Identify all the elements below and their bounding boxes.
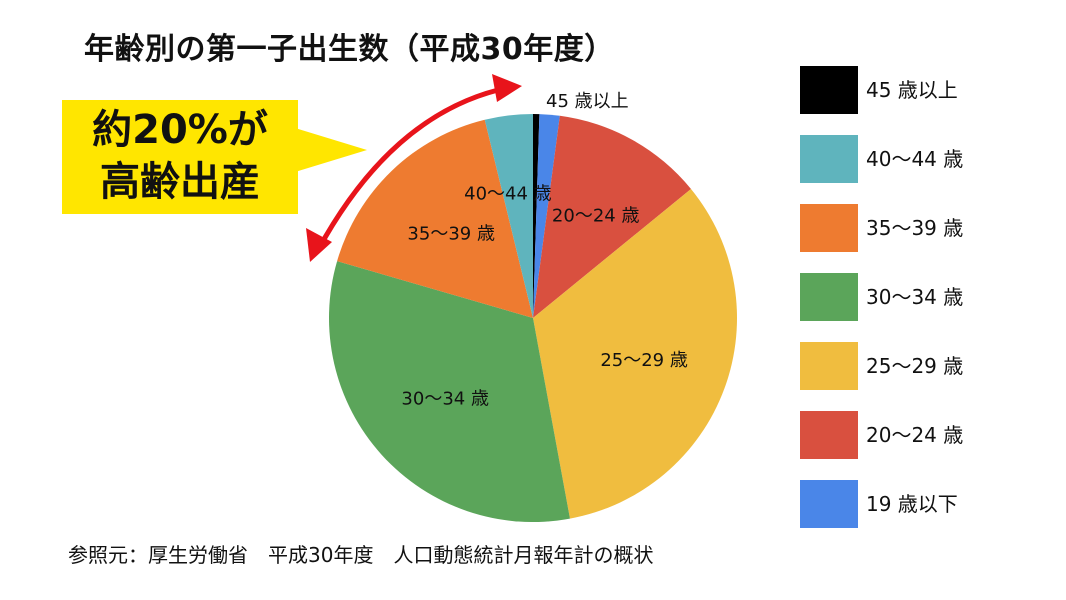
callout-box (62, 100, 298, 214)
pie-label-25-29: 25～29 歳 (600, 350, 688, 371)
callout-line-2: 高齢出産 (100, 159, 260, 205)
callout-text: 約20%が 高齢出産 (62, 104, 298, 208)
legend-label: 45 歳以上 (866, 78, 958, 102)
legend-label: 35～39 歳 (866, 216, 964, 240)
legend-item-20-24: 20～24 歳 (800, 411, 1050, 459)
legend-item-35-39: 35～39 歳 (800, 204, 1050, 252)
pie-label-20-24: 20～24 歳 (552, 206, 640, 227)
pie-slice-25-29 (533, 188, 737, 519)
chart-title: 年齢別の第一子出生数（平成30年度） (84, 32, 615, 67)
legend-swatch (800, 273, 858, 321)
legend-item-40-44: 40～44 歳 (800, 135, 1050, 183)
legend-label: 40～44 歳 (866, 147, 964, 171)
callout-line-1: 約20%が (92, 107, 268, 153)
legend-swatch (800, 480, 858, 528)
pie-slice-35-39 (337, 119, 533, 318)
callout-pointer (295, 128, 367, 172)
legend-swatch (800, 411, 858, 459)
pie-slice-19 (533, 114, 560, 318)
pie-label-35-39: 35～39 歳 (407, 224, 495, 245)
pie-label-40-44: 40～44 歳 (464, 183, 552, 204)
legend-label: 20～24 歳 (866, 423, 964, 447)
pie-slice-45 (533, 113, 540, 318)
legend-swatch (800, 66, 858, 114)
pie-label-30-34: 30～34 歳 (401, 388, 489, 409)
arrowhead-top (492, 74, 522, 102)
bracket-arrow-curve (315, 87, 499, 252)
legend-item-45-plus: 45 歳以上 (800, 66, 1050, 114)
legend-swatch (800, 135, 858, 183)
legend-swatch (800, 204, 858, 252)
pie-slice-40-44 (484, 114, 533, 318)
pie-slice-20-24 (533, 115, 691, 319)
legend-label: 19 歳以下 (866, 492, 958, 516)
legend-label: 25～29 歳 (866, 354, 964, 378)
pie-label-45-plus: 45 歳以上 (546, 91, 629, 112)
legend-item-25-29: 25～29 歳 (800, 342, 1050, 390)
legend-item-19-under: 19 歳以下 (800, 480, 1050, 528)
arrowhead-bottom (306, 228, 332, 262)
pie-slice-30-34 (329, 261, 570, 522)
legend-swatch (800, 342, 858, 390)
legend-label: 30～34 歳 (866, 285, 964, 309)
legend-item-30-34: 30～34 歳 (800, 273, 1050, 321)
source-note: 参照元：厚生労働省 平成30年度 人口動態統計月報年計の概状 (68, 543, 654, 567)
